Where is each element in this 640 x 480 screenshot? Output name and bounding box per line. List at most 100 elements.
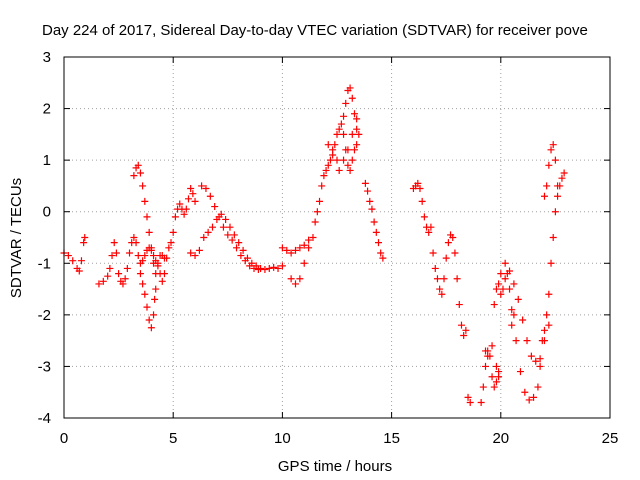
data-point [152,270,160,278]
x-tick-label: 25 [602,430,619,447]
data-point [150,252,158,260]
data-point [136,169,144,177]
data-point [141,252,149,260]
y-axis-label: SDTVAR / TECUs [8,178,25,298]
data-point [191,252,199,260]
data-point [167,239,175,247]
x-tick-label: 5 [169,430,177,447]
data-point [219,223,227,231]
data-point [239,246,247,254]
data-point [126,249,134,257]
x-tick-label: 15 [383,430,400,447]
data-point [106,264,114,272]
data-point [547,259,555,267]
data-point [335,166,343,174]
data-point [457,321,465,329]
y-tick-label: 3 [43,49,51,66]
data-point [519,316,527,324]
data-point [119,280,127,288]
data-point [335,125,343,133]
data-point [305,244,313,252]
data-point [508,306,516,314]
data-point [152,285,160,293]
data-point [123,264,131,272]
data-point [176,200,184,208]
data-point [545,321,553,329]
data-point [530,393,538,401]
data-point [521,388,529,396]
data-point [510,311,518,319]
data-point [187,185,195,193]
data-point [110,239,118,247]
data-point [235,239,243,247]
data-point [460,331,468,339]
data-point [261,265,269,273]
y-tick-label: -3 [38,358,51,375]
data-point [283,246,291,254]
x-axis-label: GPS time / hours [278,458,392,475]
data-point [514,295,522,303]
data-point [350,110,358,118]
data-point [198,182,206,190]
data-point [543,311,551,319]
data-point [215,213,223,221]
data-point [313,208,321,216]
data-point [488,373,496,381]
data-point [344,161,352,169]
data-point [490,383,498,391]
data-point [104,272,112,280]
data-point [278,262,286,270]
data-point [333,156,341,164]
x-tick-label: 10 [274,430,291,447]
data-point [158,277,166,285]
data-point [370,218,378,226]
grid-lines [64,57,610,418]
data-point [228,236,236,244]
data-point [171,213,179,221]
y-tick-label: 0 [43,204,51,221]
data-point [340,130,348,138]
data-point [449,234,457,241]
data-point [139,257,147,265]
data-point [440,275,448,283]
data-point [160,254,168,262]
data-point [324,161,332,169]
data-point [545,290,553,298]
data-point [543,182,551,190]
data-point [141,290,149,298]
data-point [353,115,361,123]
data-point [540,192,548,200]
data-point [154,259,162,267]
data-point [300,259,308,267]
data-point [416,185,424,193]
data-point [442,254,450,262]
data-point [191,197,199,205]
data-point [200,234,208,241]
data-point [414,179,422,187]
data-point [150,311,158,319]
data-point [246,262,254,270]
data-point [488,342,496,350]
data-point [436,285,444,293]
data-point [224,231,232,239]
data-point [320,172,328,180]
data-point [141,197,149,205]
data-point [523,337,531,345]
data-point [81,234,89,241]
data-point [112,249,120,257]
data-point [479,383,487,391]
data-point [431,264,439,272]
data-point [492,285,500,293]
data-point [512,337,520,345]
data-point [254,265,262,273]
data-point [184,195,192,203]
data-point [495,280,503,288]
data-point [292,280,300,288]
data-point [322,166,330,174]
data-point [510,280,518,288]
data-point [366,197,374,205]
data-point [377,249,385,257]
data-point [95,280,103,288]
data-point [241,257,249,265]
